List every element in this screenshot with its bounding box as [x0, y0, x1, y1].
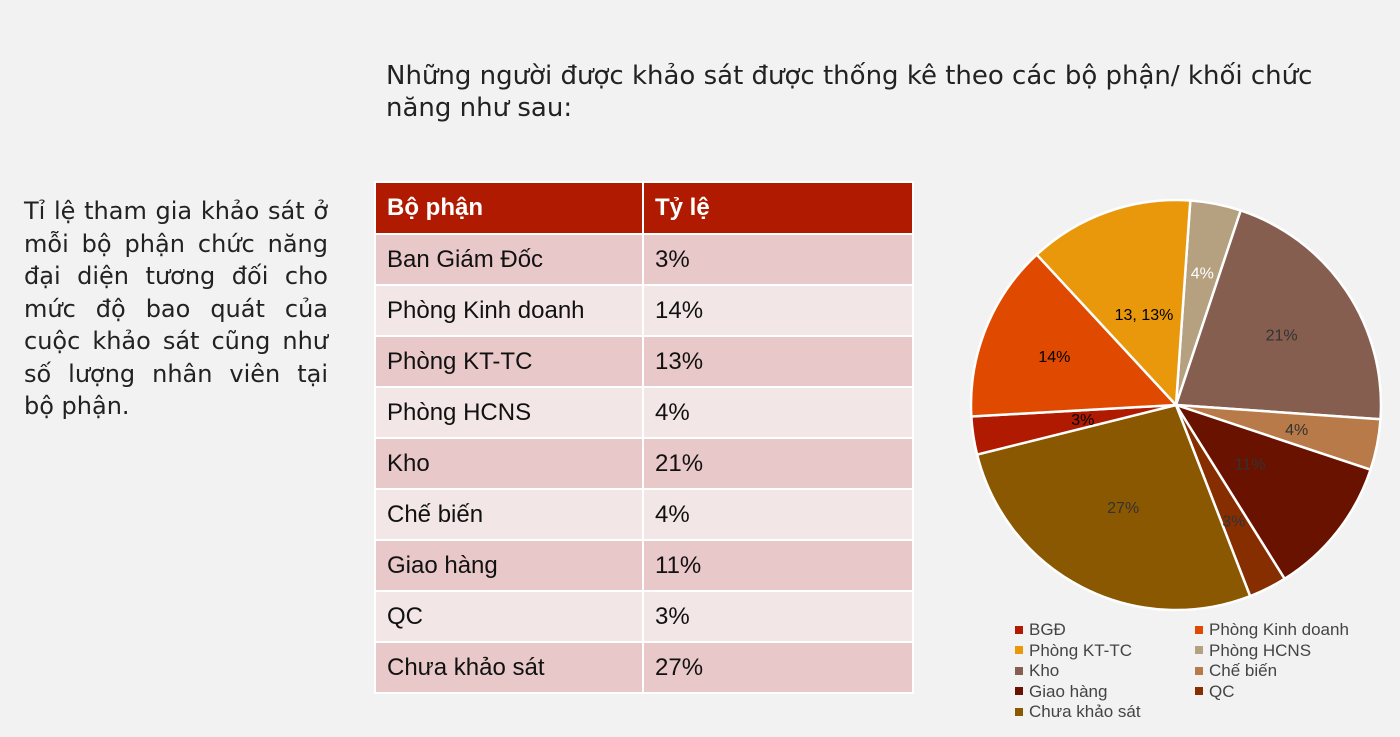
legend-item: QC	[1195, 682, 1375, 703]
department-cell: Ban Giám Đốc	[374, 233, 644, 286]
legend-item: Phòng Kinh doanh	[1195, 620, 1375, 641]
slice-data-label: 4%	[1191, 265, 1214, 282]
legend-swatch	[1195, 687, 1203, 696]
legend-item: Giao hàng	[1015, 682, 1195, 703]
slice-data-label: 3%	[1071, 412, 1094, 429]
department-cell: Phòng KT-TC	[374, 335, 644, 388]
department-cell: Phòng HCNS	[374, 386, 644, 439]
page-heading: Những người được khảo sát được thống kê …	[386, 61, 1313, 123]
pie-slice	[969, 252, 1179, 418]
pie-slice	[975, 403, 1252, 612]
department-cell: Phòng Kinh doanh	[374, 284, 644, 337]
slice-data-label: 27%	[1107, 500, 1139, 517]
legend-item: Chưa khảo sát	[1015, 702, 1195, 723]
column-header-department: Bộ phận	[374, 181, 644, 235]
chart-legend: BGĐ Phòng Kinh doanh Phòng KT-TC Phòng HCNS…	[1015, 620, 1385, 723]
legend-label: Kho	[1029, 661, 1060, 680]
table-row: Kho 21%	[374, 437, 914, 490]
department-cell: Chưa khảo sát	[374, 641, 644, 694]
legend-label: Giao hàng	[1029, 681, 1108, 701]
ratio-cell: 21%	[642, 437, 914, 490]
table-row: Phòng KT-TC 13%	[374, 335, 914, 388]
table-row: Giao hàng 11%	[374, 539, 914, 592]
ratio-cell: 13%	[642, 335, 914, 388]
slice-data-label: 21%	[1266, 327, 1298, 344]
pie-slice	[1173, 402, 1373, 581]
department-cell: QC	[374, 590, 644, 643]
table-row: Phòng HCNS 4%	[374, 386, 914, 439]
legend-label: Phòng Kinh doanh	[1209, 620, 1349, 639]
ratio-cell: 11%	[642, 539, 914, 592]
legend-label: Chế biến	[1209, 661, 1278, 680]
legend-item: Chế biến	[1195, 661, 1375, 682]
table-row: Phòng Kinh doanh 14%	[374, 284, 914, 337]
slice-data-label: 4%	[1285, 422, 1308, 439]
ratio-cell: 3%	[642, 233, 914, 286]
legend-label: BGĐ	[1029, 620, 1066, 639]
legend-label: QC	[1209, 681, 1235, 701]
ratio-cell: 4%	[642, 488, 914, 541]
slice-data-label: 14%	[1038, 349, 1070, 366]
legend-swatch	[1015, 687, 1023, 696]
legend-swatch	[1015, 625, 1023, 634]
legend-label: Phòng HCNS	[1209, 640, 1312, 660]
department-cell: Giao hàng	[374, 539, 644, 592]
legend-swatch	[1015, 707, 1023, 716]
department-cell: Chế biến	[374, 488, 644, 541]
department-cell: Kho	[374, 437, 644, 490]
department-table: Bộ phận Tỷ lệ Ban Giám Đốc 3% Phòng Kinh …	[374, 181, 914, 694]
slice-data-label: 13, 13%	[1115, 307, 1174, 324]
legend-item: Phòng KT-TC	[1015, 641, 1195, 662]
table-row: Ban Giám Đốc 3%	[374, 233, 914, 286]
slice-data-label: 11%	[1235, 456, 1266, 473]
legend-item: Kho	[1015, 661, 1195, 682]
ratio-cell: 4%	[642, 386, 914, 439]
ratio-cell: 14%	[642, 284, 914, 337]
ratio-cell: 3%	[642, 590, 914, 643]
legend-swatch	[1015, 646, 1023, 655]
legend-swatch	[1195, 646, 1203, 655]
ratio-cell: 27%	[642, 641, 914, 694]
legend-swatch	[1195, 666, 1203, 675]
table-header-row: Bộ phận Tỷ lệ	[374, 181, 914, 235]
table-row: Chế biến 4%	[374, 488, 914, 541]
pie-slice	[1174, 208, 1383, 421]
table-row: Chưa khảo sát 27%	[374, 641, 914, 694]
description-text: Tỉ lệ tham gia khảo sát ở mỗi bộ phận ch…	[24, 197, 328, 420]
pie-chart: 4% 21% 4% 11% 3% 27% 3% 14% 13, 13%	[969, 198, 1383, 612]
pie-slice	[1034, 198, 1192, 408]
legend-label: Phòng KT-TC	[1029, 640, 1132, 660]
legend-label: Chưa khảo sát	[1029, 702, 1141, 721]
legend-swatch	[1195, 625, 1203, 634]
legend-item: BGĐ	[1015, 620, 1195, 641]
table-row: QC 3%	[374, 590, 914, 643]
legend-swatch	[1015, 666, 1023, 675]
column-header-ratio: Tỷ lệ	[642, 181, 914, 235]
slice-data-label: 3%	[1222, 513, 1245, 530]
legend-item: Phòng HCNS	[1195, 641, 1375, 662]
